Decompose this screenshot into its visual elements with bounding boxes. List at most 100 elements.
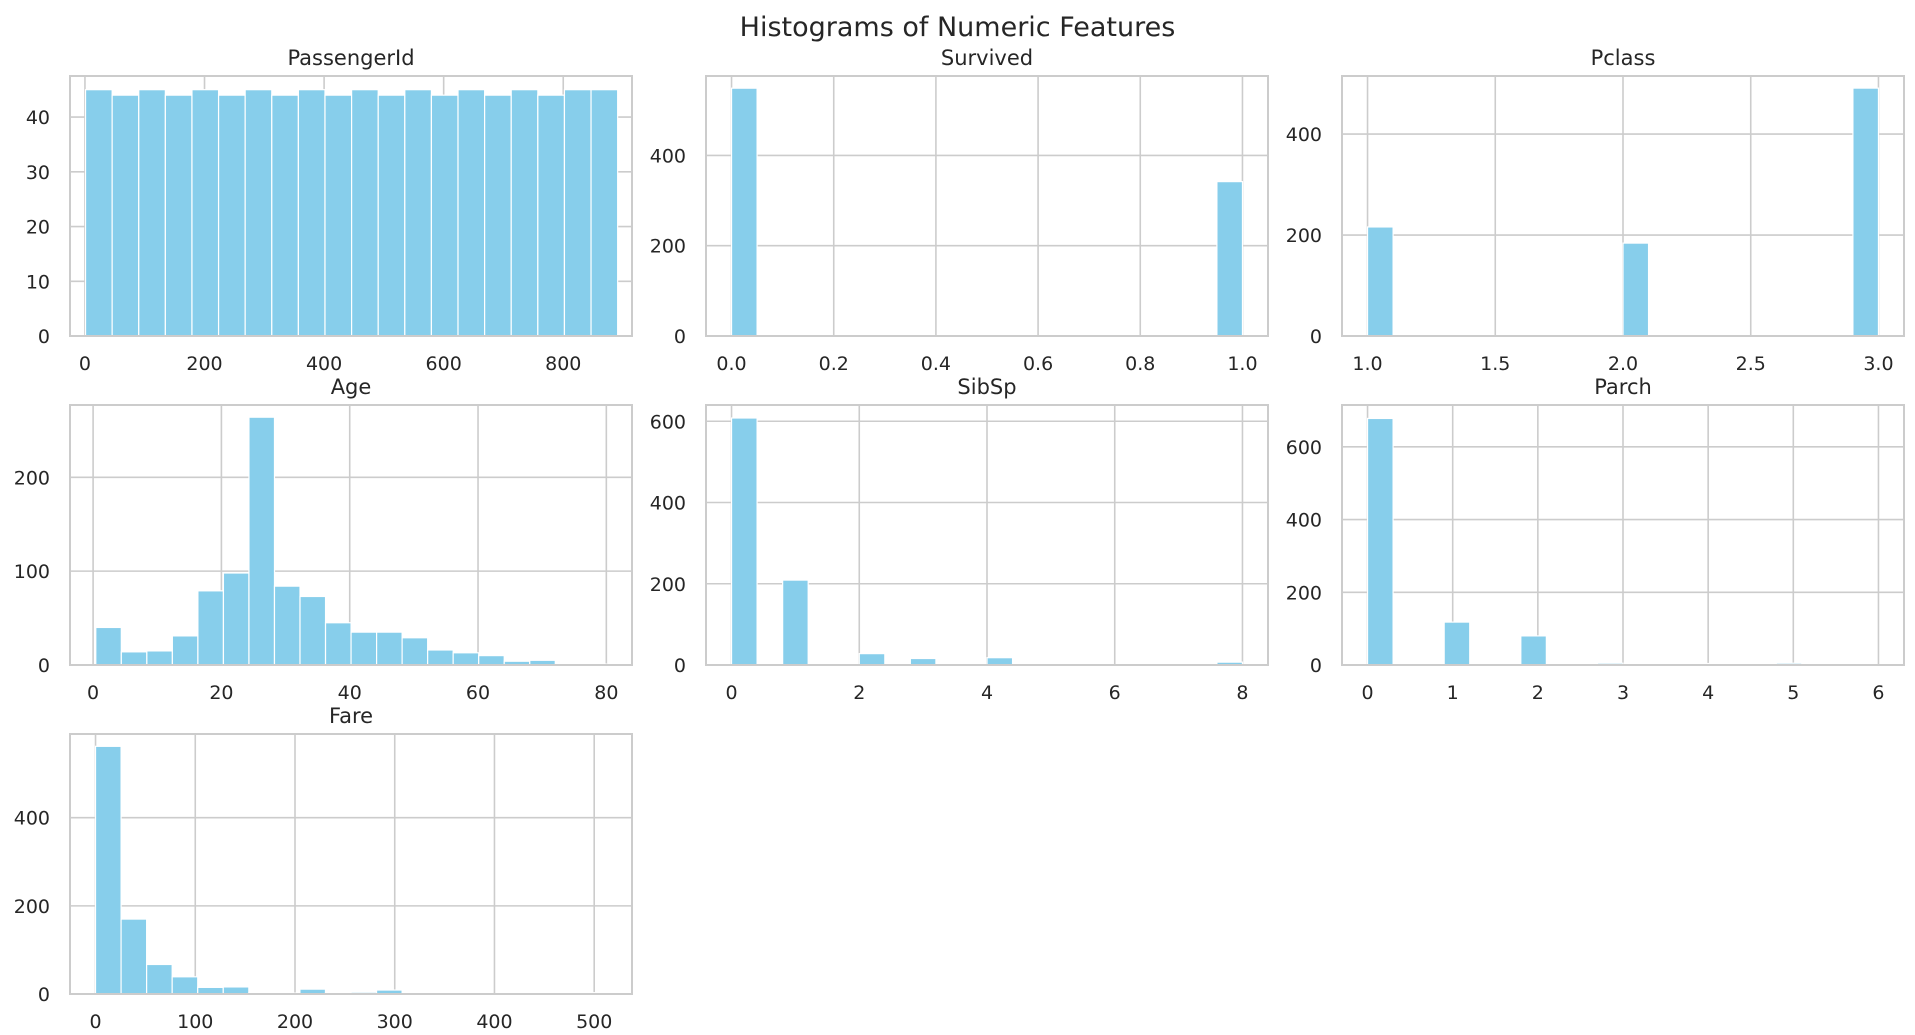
y-tick-label: 0 [1310, 326, 1322, 348]
y-tick-label: 400 [1286, 510, 1322, 532]
y-tick-label: 0 [674, 326, 686, 348]
subplot-parch: 0 1 2 3 4 5 6 0 200 400 600 Parch [1286, 375, 1905, 704]
histogram-bar [222, 986, 250, 995]
x-tick-label: 40 [338, 682, 362, 704]
x-tick-label: 400 [306, 353, 342, 375]
subplot-title: PassengerId [287, 46, 414, 70]
y-tick-label: 400 [1286, 124, 1322, 146]
axes-frame [69, 75, 633, 337]
histogram-bar [1216, 181, 1244, 337]
y-tick-label: 0 [38, 655, 50, 677]
y-tick-label: 600 [650, 411, 686, 433]
y-tick-label: 200 [650, 236, 686, 258]
x-tick-label: 0 [87, 682, 99, 704]
y-tick-label: 400 [14, 808, 50, 830]
x-tick-label: 8 [1236, 682, 1248, 704]
histogram-bar [377, 94, 406, 337]
histogram-bar [164, 94, 193, 337]
subplot-title: Pclass [1591, 46, 1656, 70]
x-tick-label: 6 [1872, 682, 1884, 704]
histogram-bar [94, 745, 122, 995]
histogram-bar [222, 572, 250, 666]
histogram-bar [84, 89, 113, 337]
subplot-title: Survived [941, 46, 1033, 70]
subplot-title: Fare [329, 704, 373, 728]
histogram-bar [171, 976, 199, 995]
histogram-bar [986, 657, 1014, 666]
y-tick-label: 0 [674, 655, 686, 677]
histogram-bar [1443, 621, 1471, 666]
x-tick-label: 200 [277, 1011, 313, 1033]
x-tick-label: 2.0 [1608, 353, 1638, 375]
x-tick-label: 0 [79, 353, 91, 375]
x-tick-label: 2 [1532, 682, 1544, 704]
y-tick-label: 400 [650, 145, 686, 167]
axes-frame [705, 75, 1269, 337]
histogram-bar [730, 417, 758, 666]
axes-frame [69, 733, 633, 995]
histogram-bar [375, 631, 403, 666]
axes-frame [1341, 75, 1905, 337]
histogram-bar [1622, 242, 1650, 337]
y-tick-label: 10 [26, 271, 50, 293]
x-tick-label: 500 [576, 1011, 612, 1033]
histogram-bar [590, 89, 619, 337]
y-tick-label: 200 [14, 896, 50, 918]
histogram-bar [146, 963, 173, 995]
y-tick-label: 40 [26, 107, 50, 129]
y-tick-label: 0 [38, 984, 50, 1006]
subplot-survived: 0.0 0.2 0.4 0.6 0.8 1.0 0 200 400 Survived [650, 46, 1269, 375]
histogram-bar [271, 94, 299, 337]
y-tick-label: 200 [1286, 225, 1322, 247]
histogram-bar [120, 918, 148, 995]
x-tick-label: 4 [981, 682, 993, 704]
histogram-bar [427, 649, 454, 666]
x-tick-label: 400 [476, 1011, 512, 1033]
x-tick-label: 4 [1702, 682, 1714, 704]
histogram-bar [171, 635, 199, 666]
histogram-bar [1366, 226, 1394, 337]
x-tick-label: 20 [209, 682, 233, 704]
x-tick-label: 0.6 [1023, 353, 1053, 375]
histogram-bar [1852, 87, 1880, 337]
x-tick-label: 600 [426, 353, 462, 375]
histogram-bar [146, 650, 173, 666]
histogram-bar [537, 94, 566, 337]
histogram-bar [324, 94, 353, 337]
x-tick-label: 100 [177, 1011, 213, 1033]
histogram-bar [782, 579, 809, 666]
x-tick-label: 200 [186, 353, 222, 375]
x-tick-label: 300 [377, 1011, 413, 1033]
histogram-bar [1366, 417, 1394, 666]
histogram-bar [430, 94, 459, 337]
x-tick-label: 0.0 [716, 353, 746, 375]
subplot-fare: 0 100 200 300 400 500 0 200 400 Fare [14, 704, 633, 1033]
subplot-title: Parch [1594, 375, 1652, 399]
x-tick-label: 80 [594, 682, 618, 704]
figure-title: Histograms of Numeric Features [739, 12, 1176, 43]
x-tick-label: 1.0 [1227, 353, 1257, 375]
x-tick-label: 6 [1109, 682, 1121, 704]
x-tick-label: 800 [545, 353, 581, 375]
y-tick-label: 600 [1286, 437, 1322, 459]
histogram-bar [478, 655, 505, 666]
subplot-age: 0 20 40 60 80 0 100 200 Age [14, 375, 633, 704]
y-tick-label: 200 [650, 574, 686, 596]
histogram-bar [244, 89, 273, 337]
axes-frame [69, 404, 633, 666]
subplot-title: SibSp [957, 375, 1016, 399]
histogram-bar [510, 89, 539, 337]
y-tick-label: 0 [1310, 655, 1322, 677]
histogram-bar [858, 653, 886, 666]
histogram-bar [273, 585, 301, 666]
histogram-bar [120, 651, 148, 666]
histogram-bar [197, 590, 225, 666]
histogram-bar [404, 89, 433, 337]
histogram-bar [248, 416, 276, 666]
x-tick-label: 2 [853, 682, 865, 704]
y-tick-label: 100 [14, 561, 50, 583]
x-tick-label: 0 [1361, 682, 1373, 704]
x-tick-label: 1.5 [1480, 353, 1510, 375]
histogram-bar [324, 622, 352, 666]
